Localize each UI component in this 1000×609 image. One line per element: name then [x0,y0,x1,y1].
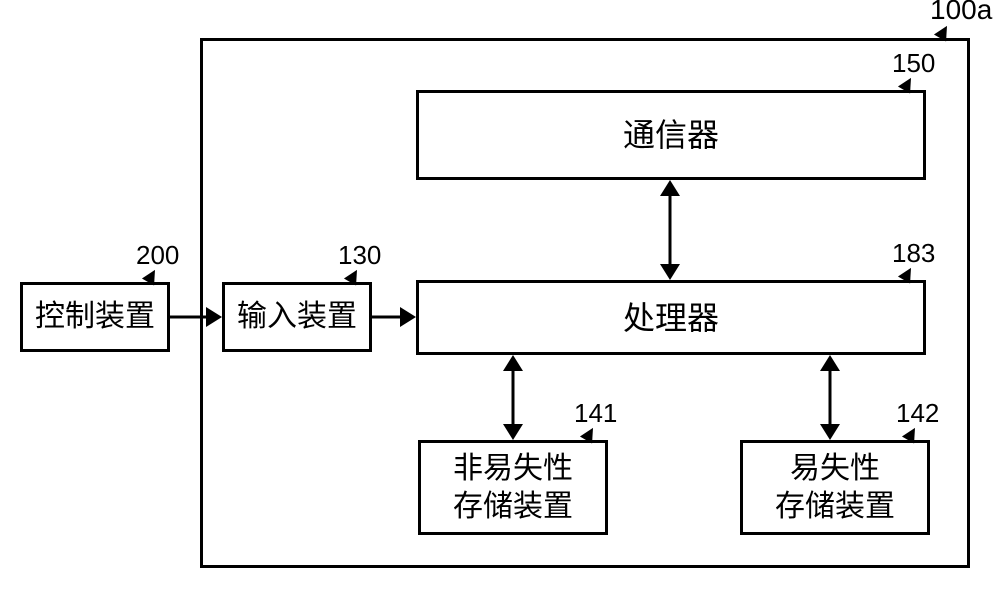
box-vol-text: 易失性存储装置 [775,450,895,525]
box-input: 输入装置 [222,282,372,352]
label-control: 200 [136,240,179,271]
box-control: 控制装置 [20,282,170,352]
box-proc-text: 处理器 [623,298,719,338]
box-comm-text: 通信器 [623,115,719,155]
label-input: 130 [338,240,381,271]
box-control-text: 控制装置 [35,298,155,336]
box-nv-text: 非易失性存储装置 [453,450,573,525]
label-vol: 142 [896,398,939,429]
box-vol: 易失性存储装置 [740,440,930,535]
label-100a: 100a [930,0,992,26]
label-nv: 141 [574,398,617,429]
box-input-text: 输入装置 [237,298,357,336]
diagram-canvas: 100a 控制装置 200 输入装置 130 通信器 150 处理器 183 非… [0,0,1000,609]
label-proc: 183 [892,238,935,269]
label-comm: 150 [892,48,935,79]
box-comm: 通信器 [416,90,926,180]
box-proc: 处理器 [416,280,926,355]
box-nv: 非易失性存储装置 [418,440,608,535]
